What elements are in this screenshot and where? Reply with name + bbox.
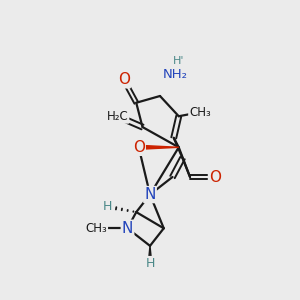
Text: H₂C: H₂C	[106, 110, 128, 123]
Text: CH₃: CH₃	[85, 222, 107, 235]
Text: O: O	[209, 169, 221, 184]
Polygon shape	[139, 145, 179, 149]
Polygon shape	[148, 246, 152, 263]
Text: O: O	[133, 140, 145, 155]
Text: H: H	[145, 257, 155, 270]
Text: N: N	[122, 221, 133, 236]
Text: O: O	[118, 72, 130, 87]
Text: NH₂: NH₂	[163, 68, 188, 81]
Text: H': H'	[173, 56, 185, 66]
Text: CH₃: CH₃	[189, 106, 211, 119]
Text: N: N	[144, 187, 156, 202]
Text: H: H	[103, 200, 112, 213]
